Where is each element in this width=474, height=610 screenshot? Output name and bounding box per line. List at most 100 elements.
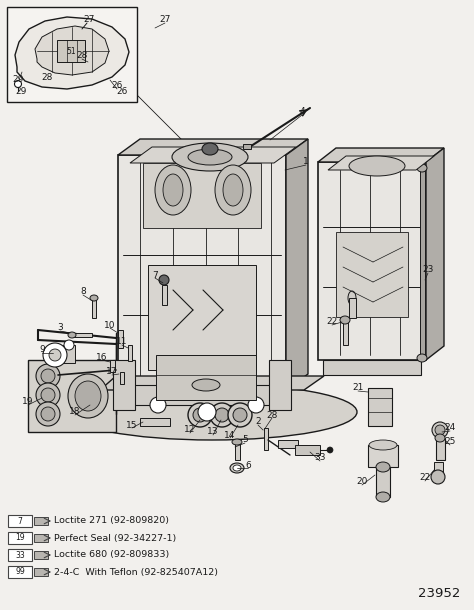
Text: 18: 18	[69, 407, 81, 417]
Ellipse shape	[64, 340, 74, 350]
Bar	[128, 345, 132, 361]
Polygon shape	[118, 139, 308, 155]
Text: 2: 2	[255, 417, 261, 426]
Text: 10: 10	[104, 320, 116, 329]
Text: 15: 15	[126, 420, 138, 429]
Text: 3: 3	[57, 323, 63, 332]
Bar	[34, 534, 48, 542]
Text: 27: 27	[83, 15, 95, 24]
Ellipse shape	[15, 81, 21, 87]
Text: 29: 29	[12, 76, 24, 85]
Text: 19: 19	[22, 398, 34, 406]
Text: 16: 16	[96, 353, 108, 362]
Bar	[436, 438, 445, 460]
Ellipse shape	[198, 403, 216, 421]
Text: 5: 5	[242, 436, 248, 445]
Bar	[376, 467, 390, 497]
Bar	[295, 445, 320, 455]
Ellipse shape	[159, 275, 169, 285]
Text: 20: 20	[356, 478, 368, 487]
Ellipse shape	[369, 440, 397, 450]
Bar	[113, 360, 135, 410]
Ellipse shape	[215, 408, 229, 422]
Bar	[434, 462, 443, 477]
Ellipse shape	[202, 143, 218, 155]
Ellipse shape	[192, 379, 220, 391]
Text: 14: 14	[224, 431, 236, 439]
Text: 51: 51	[66, 46, 76, 56]
Bar	[156, 355, 256, 400]
Text: 33: 33	[314, 453, 326, 462]
Bar	[368, 388, 392, 426]
Polygon shape	[35, 26, 109, 75]
Ellipse shape	[163, 174, 183, 206]
Ellipse shape	[431, 470, 445, 484]
Ellipse shape	[432, 422, 448, 438]
Text: 28: 28	[76, 51, 88, 60]
Text: 11: 11	[116, 337, 128, 346]
Ellipse shape	[232, 439, 242, 445]
Ellipse shape	[327, 447, 333, 453]
Ellipse shape	[376, 462, 390, 472]
Bar	[34, 568, 48, 576]
Text: 9: 9	[39, 345, 45, 354]
Ellipse shape	[68, 374, 108, 418]
Ellipse shape	[36, 402, 60, 426]
Text: 99: 99	[15, 567, 25, 576]
Text: 2-4-C  With Teflon (92-825407A12): 2-4-C With Teflon (92-825407A12)	[54, 567, 218, 576]
Bar	[63, 345, 75, 363]
Polygon shape	[15, 17, 129, 89]
Text: 25: 25	[444, 437, 456, 447]
Polygon shape	[130, 147, 296, 163]
Text: Perfect Seal (92-34227-1): Perfect Seal (92-34227-1)	[54, 534, 176, 542]
Text: 6: 6	[245, 461, 251, 470]
Bar	[162, 285, 167, 305]
Ellipse shape	[41, 369, 55, 383]
Ellipse shape	[210, 403, 234, 427]
Bar	[235, 442, 240, 460]
Text: 28: 28	[266, 411, 278, 420]
Text: 33: 33	[15, 550, 25, 559]
Ellipse shape	[155, 165, 191, 215]
Ellipse shape	[376, 492, 390, 502]
Ellipse shape	[75, 381, 101, 411]
Text: 23952: 23952	[418, 587, 460, 600]
Bar	[278, 440, 298, 448]
Text: Loctite 680 (92-809833): Loctite 680 (92-809833)	[54, 550, 169, 559]
Ellipse shape	[230, 463, 244, 473]
Bar	[110, 360, 115, 372]
Bar	[140, 418, 170, 426]
Text: 12: 12	[184, 426, 196, 434]
Bar	[264, 428, 268, 450]
Ellipse shape	[248, 397, 264, 413]
Bar	[8, 566, 32, 578]
Ellipse shape	[233, 408, 247, 422]
Ellipse shape	[188, 403, 212, 427]
Bar	[28, 360, 116, 432]
Text: 19: 19	[15, 534, 25, 542]
Ellipse shape	[49, 349, 61, 361]
Text: 4: 4	[299, 107, 305, 117]
Ellipse shape	[349, 156, 405, 176]
Bar	[8, 549, 32, 561]
Ellipse shape	[223, 174, 243, 206]
Ellipse shape	[41, 407, 55, 421]
Bar	[143, 163, 261, 228]
Bar	[72, 333, 92, 337]
Ellipse shape	[340, 316, 350, 324]
Text: 1: 1	[303, 157, 309, 167]
Ellipse shape	[67, 384, 357, 440]
Text: 13: 13	[207, 428, 219, 437]
Bar	[92, 298, 96, 318]
Bar	[133, 385, 271, 405]
Ellipse shape	[172, 143, 248, 171]
Bar	[34, 517, 48, 525]
Text: 26: 26	[111, 82, 123, 90]
Text: 7: 7	[152, 270, 158, 279]
Text: 29: 29	[15, 87, 27, 96]
Ellipse shape	[41, 388, 55, 402]
Ellipse shape	[435, 425, 445, 435]
Text: 27: 27	[159, 15, 171, 24]
Text: 26: 26	[116, 87, 128, 96]
Ellipse shape	[90, 295, 98, 301]
